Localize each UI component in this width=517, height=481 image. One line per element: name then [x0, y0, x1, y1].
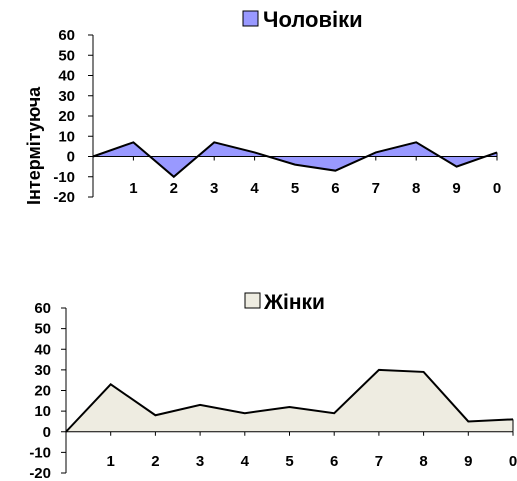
men-area-fill	[93, 142, 497, 177]
women-y-tick-label: 60	[34, 300, 51, 317]
men-x-tick-label: 2	[170, 180, 178, 197]
men-x-tick-label: 1	[129, 180, 137, 197]
x-ticks-women: 1 2 3 4 5 6 7 8 9 0	[107, 431, 517, 470]
men-y-tick-label: 0	[67, 149, 75, 166]
women-x-tick-label: 3	[196, 453, 204, 470]
women-x-tick-label: 1	[107, 453, 115, 470]
women-x-tick-label: 9	[464, 453, 472, 470]
women-y-tick-label: 40	[34, 341, 51, 358]
women-y-tick-label: -20	[29, 465, 51, 481]
men-x-tick-label: 0	[493, 180, 501, 197]
y-ticks-women: 60 50 40 30 20 10 0 -10 -20	[29, 300, 66, 481]
men-y-tick-label: 30	[58, 88, 75, 105]
women-y-tick-label: 50	[34, 321, 51, 338]
men-y-tick-label: -20	[53, 189, 75, 206]
men-x-tick-label: 5	[291, 180, 299, 197]
men-x-tick-label: 6	[331, 180, 339, 197]
men-y-tick-label: 10	[58, 128, 75, 145]
men-x-tick-label: 4	[250, 180, 259, 197]
men-x-tick-label: 7	[372, 180, 380, 197]
women-y-tick-label: -10	[29, 444, 51, 461]
women-y-tick-label: 20	[34, 383, 51, 400]
men-y-tick-label: 60	[58, 27, 75, 44]
men-y-tick-label: -10	[53, 169, 75, 186]
men-x-tick-label: 8	[412, 180, 420, 197]
women-x-tick-label: 7	[375, 453, 383, 470]
legend-swatch-men	[242, 10, 259, 27]
women-y-tick-label: 30	[34, 362, 51, 379]
women-x-tick-label: 5	[285, 453, 293, 470]
men-x-tick-label: 9	[452, 180, 460, 197]
men-series-line	[92, 141, 498, 179]
men-y-tick-label: 40	[58, 68, 75, 85]
men-x-tick-label: 3	[210, 180, 218, 197]
legend-label-men: Чоловіки	[263, 7, 363, 32]
women-x-tick-label: 6	[330, 453, 338, 470]
chart-men: Чоловіки Інтермітуюча 6050403020100-10-2…	[24, 7, 501, 206]
men-y-tick-label: 20	[58, 108, 75, 125]
y-axis-label-men: Інтермітуюча	[24, 86, 44, 205]
women-y-tick-label: 0	[43, 424, 51, 441]
women-x-tick-label: 2	[151, 453, 159, 470]
women-area-fill	[66, 369, 513, 432]
women-x-tick-label: 8	[419, 453, 427, 470]
y-ticks-men: 60 50 40 30 20 10 0 -10 -20	[53, 27, 93, 206]
women-x-tick-label: 4	[241, 453, 250, 470]
plot-area-men	[92, 35, 498, 197]
legend-label-women: Жінки	[263, 291, 325, 314]
legend-swatch-women	[244, 292, 261, 309]
women-x-tick-label: 0	[509, 453, 517, 470]
plot-area-women	[65, 308, 514, 473]
women-y-tick-label: 10	[34, 403, 51, 420]
men-y-tick-label: 50	[58, 47, 75, 64]
women-series-line	[65, 368, 514, 433]
chart-women: Жінки 60 50 40 30 20 10 0 -10 -20 1 2 3 4 5 6 7 8 9 0	[29, 291, 517, 481]
